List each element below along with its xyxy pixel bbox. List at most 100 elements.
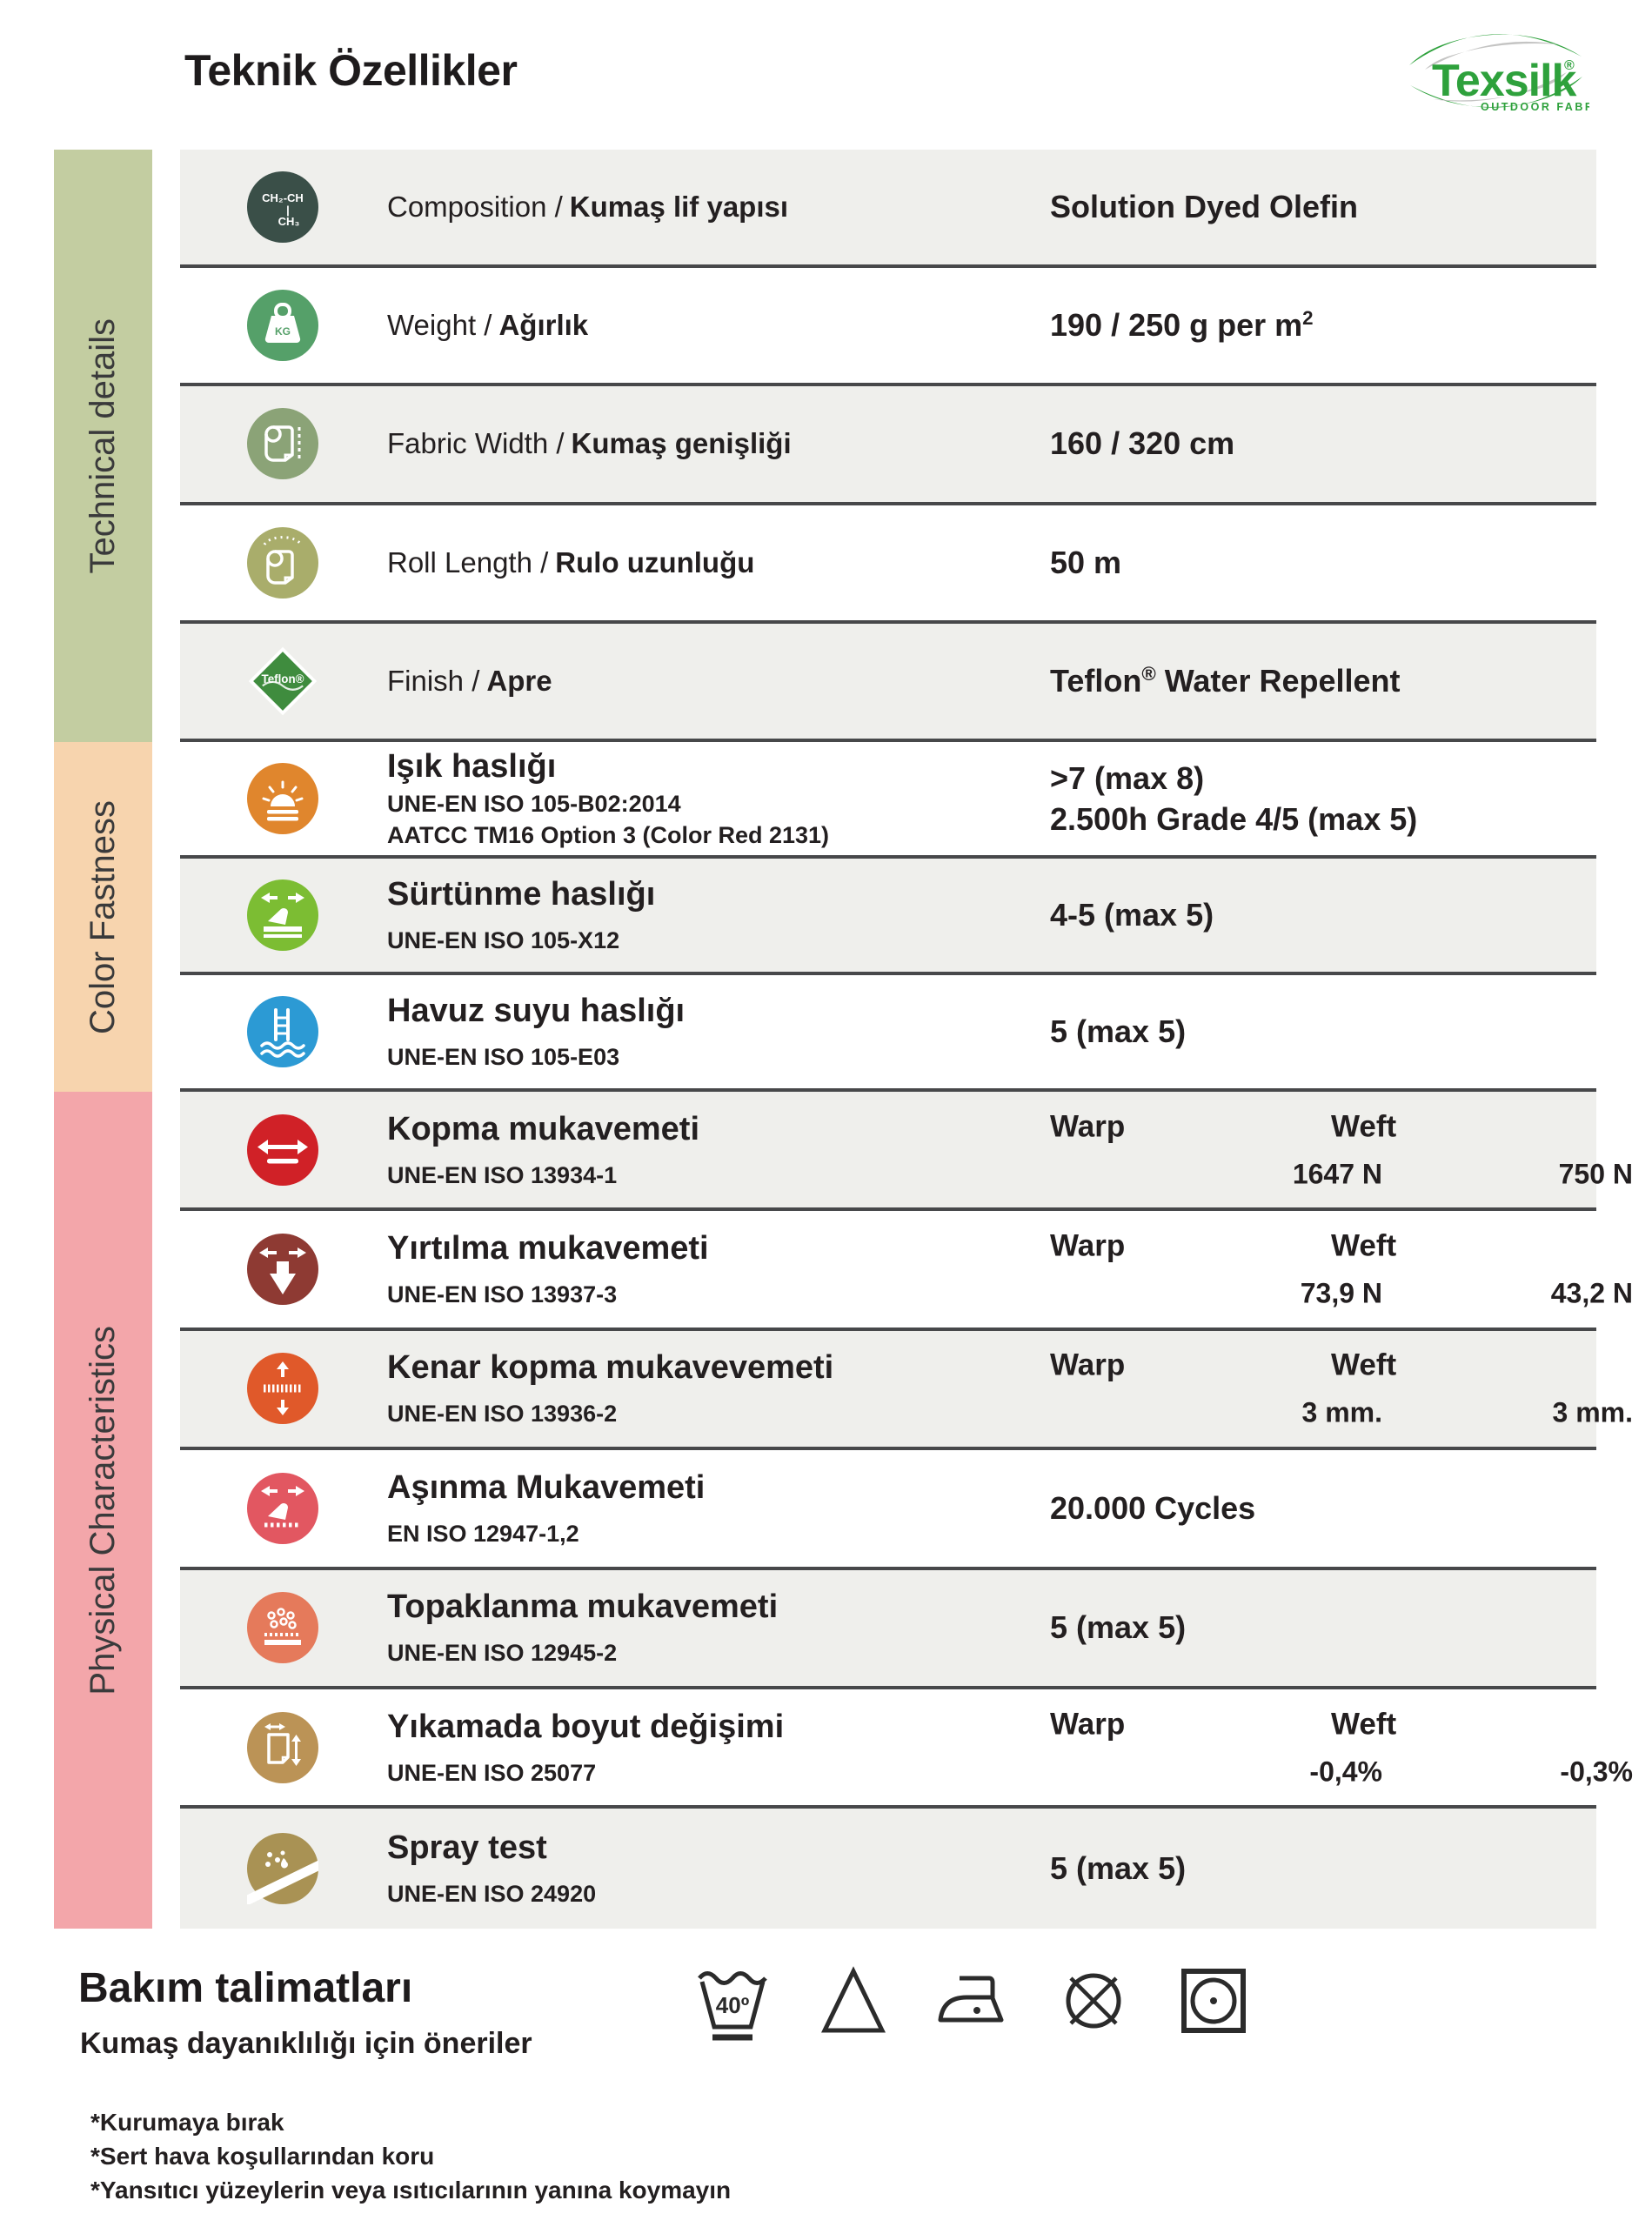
sidebar-section-technical-details: Technical details [54,150,152,742]
row-title: Havuz suyu haslığı [387,992,686,1029]
care-symbols: 40º [692,1959,1255,2046]
care-instructions-subtitle: Kumaş dayanıklılığı için öneriler [80,2027,532,2060]
row-value: 5 (max 5) [1050,1609,1187,1646]
sidebar-label-technical-details: Technical details [84,318,122,574]
care-instructions-title: Bakım talimatları [78,1965,413,2011]
row-title: Aşınma Mukavemeti [387,1468,706,1506]
spec-row-washing-dimensional-change: Yıkamada boyut değişimi UNE-EN ISO 25077… [180,1689,1633,1809]
pool-ladder-icon [247,995,318,1067]
spec-row-spray-test: Spray test UNE-EN ISO 24920 5 (max 5) [180,1809,1596,1929]
row-title: Sürtünme haslığı [387,875,656,913]
do-not-dryclean-icon [1066,1973,1121,2029]
composition-icon: CH₂-CH | CH₃ [247,171,318,244]
row-standard: UNE-EN ISO 13937-3 [387,1281,618,1308]
svg-text:40º: 40º [716,1992,750,2018]
row-standard: UNE-EN ISO 105-E03 [387,1043,620,1070]
row-value: 4-5 (max 5) [1050,896,1214,933]
spec-row-pool-water-fastness: Havuz suyu haslığı UNE-EN ISO 105-E03 5 … [180,974,1596,1092]
roll-length-icon [247,526,318,599]
weight-icon: KG [247,290,318,362]
row-label: Finish / Apre [387,664,552,697]
spec-row-rubbing-fastness: Sürtünme haslığı UNE-EN ISO 105-X12 4-5 … [180,858,1596,975]
weft-column: Weft 750 N [1331,1109,1633,1190]
svg-text:CH₂-CH: CH₂-CH [262,191,304,204]
row-standard: UNE-EN ISO 12945-2 [387,1640,618,1667]
tumble-dry-icon [1181,1969,1246,2033]
spec-row-light-fastness: Işık haslığı UNE-EN ISO 105-B02:2014 AAT… [180,741,1596,859]
logo-registered-mark: ® [1564,58,1575,73]
row-standard: UNE-EN ISO 13936-2 [387,1401,618,1428]
row-standard: AATCC TM16 Option 3 (Color Red 2131) [387,821,830,848]
iron-one-dot-icon [938,1976,1004,2023]
spec-row-finish: Teflon® Finish / Apre Teflon® Water Repel… [180,623,1596,742]
spec-table: CH₂-CH | CH₃ Composition / Kumaş lif yapısı… [180,150,1633,1929]
row-label: Roll Length / Rulo uzunluğu [387,545,755,578]
logo-tagline: OUTDOOR FABRICS [1481,101,1589,113]
dimensional-change-icon [247,1711,318,1783]
texsilk-logo-graphic: Texsilk ® OUTDOOR FABRICS [1409,34,1617,113]
row-title: Yırtılma mukavemeti [387,1230,709,1267]
svg-text:|: | [286,204,290,217]
warp-column: Warp 1647 N [1050,1109,1382,1190]
row-title: Topaklanma mukavemeti [387,1588,779,1626]
wash-40-icon: 40º [698,1971,767,2041]
spec-row-roll-length: Roll Length / Rulo uzunluğu 50 m [180,505,1596,624]
teflon-finish-icon: Teflon® [247,645,318,717]
care-note: *Kurumaya bırak [90,2109,284,2136]
fabric-width-icon [247,408,318,480]
row-value: Solution Dyed Olefin [1050,189,1359,225]
category-sidebar: Technical details Color Fastness Physica… [54,150,152,1929]
row-standard: UNE-EN ISO 105-B02:2014 [387,790,681,817]
weft-column: Weft -0,3% [1331,1707,1633,1788]
row-standard: UNE-EN ISO 25077 [387,1759,597,1786]
care-note: *Yansıtıcı yüzeylerin veya ısıtıcılarını… [90,2177,732,2204]
svg-text:Teflon®: Teflon® [262,672,304,685]
warp-column: Warp 3 mm. [1050,1348,1382,1428]
warp-column: Warp -0,4% [1050,1707,1382,1788]
row-standard: UNE-EN ISO 13934-1 [387,1161,618,1188]
section-color-fastness: Işık haslığı UNE-EN ISO 105-B02:2014 AAT… [180,741,1596,1092]
spec-row-abrasion-resistance: Aşınma Mukavemeti EN ISO 12947-1,2 20.00… [180,1450,1596,1570]
row-title: Yıkamada boyut değişimi [387,1708,785,1745]
row-value: 20.000 Cycles [1050,1489,1256,1526]
row-value: >7 (max 8) 2.500h Grade 4/5 (max 5) [1050,759,1418,837]
weft-column: Weft 3 mm. [1331,1348,1633,1428]
logo-brand-text: Texsilk [1432,56,1577,106]
sidebar-section-color-fastness: Color Fastness [54,742,152,1092]
pilling-resistance-icon [247,1592,318,1664]
row-standard: EN ISO 12947-1,2 [387,1520,579,1547]
svg-text:KG: KG [275,325,291,338]
svg-text:CH₃: CH₃ [278,215,300,228]
row-value: Teflon® Water Repellent [1050,662,1401,699]
row-value: 190 / 250 g per m2 [1050,307,1314,344]
row-value: 5 (max 5) [1050,1849,1187,1886]
row-label: Fabric Width / Kumaş genişliği [387,427,792,460]
spec-row-weight: KG Weight / Ağırlık 190 / 250 g per m2 [180,268,1596,387]
section-technical-details: CH₂-CH | CH₃ Composition / Kumaş lif yapısı… [180,150,1596,742]
care-note: *Sert hava koşullarından koru [90,2143,435,2170]
tear-strength-icon [247,1234,318,1306]
seam-slippage-icon [247,1353,318,1425]
tensile-strength-icon [247,1114,318,1186]
page-title: Teknik Özellikler [184,46,518,95]
section-physical-characteristics: Kopma mukavemeti UNE-EN ISO 13934-1 Warp… [180,1091,1633,1929]
row-value: 5 (max 5) [1050,1013,1187,1049]
abrasion-resistance-icon [247,1472,318,1544]
spec-row-seam-slippage: Kenar kopma mukavevemeti UNE-EN ISO 1393… [180,1330,1633,1451]
bleach-triangle-icon [821,1966,886,2033]
spec-row-tear-strength: Yırtılma mukavemeti UNE-EN ISO 13937-3 W… [180,1211,1633,1331]
row-standard: UNE-EN ISO 105-X12 [387,926,620,953]
row-label: Composition / Kumaş lif yapısı [387,191,789,224]
sidebar-section-physical-characteristics: Physical Characteristics [54,1092,152,1929]
row-title: Kenar kopma mukavevemeti [387,1349,834,1387]
light-fastness-sun-icon [247,762,318,834]
sidebar-label-physical-characteristics: Physical Characteristics [84,1325,122,1695]
row-title: Spray test [387,1829,547,1866]
row-label: Weight / Ağırlık [387,309,589,342]
weft-column: Weft 43,2 N [1331,1228,1633,1309]
texsilk-logo: Texsilk ® OUTDOOR FABRICS [1402,22,1617,122]
row-value: 160 / 320 cm [1050,425,1235,462]
row-standard: UNE-EN ISO 24920 [387,1880,597,1907]
row-title: Işık haslığı [387,747,557,785]
